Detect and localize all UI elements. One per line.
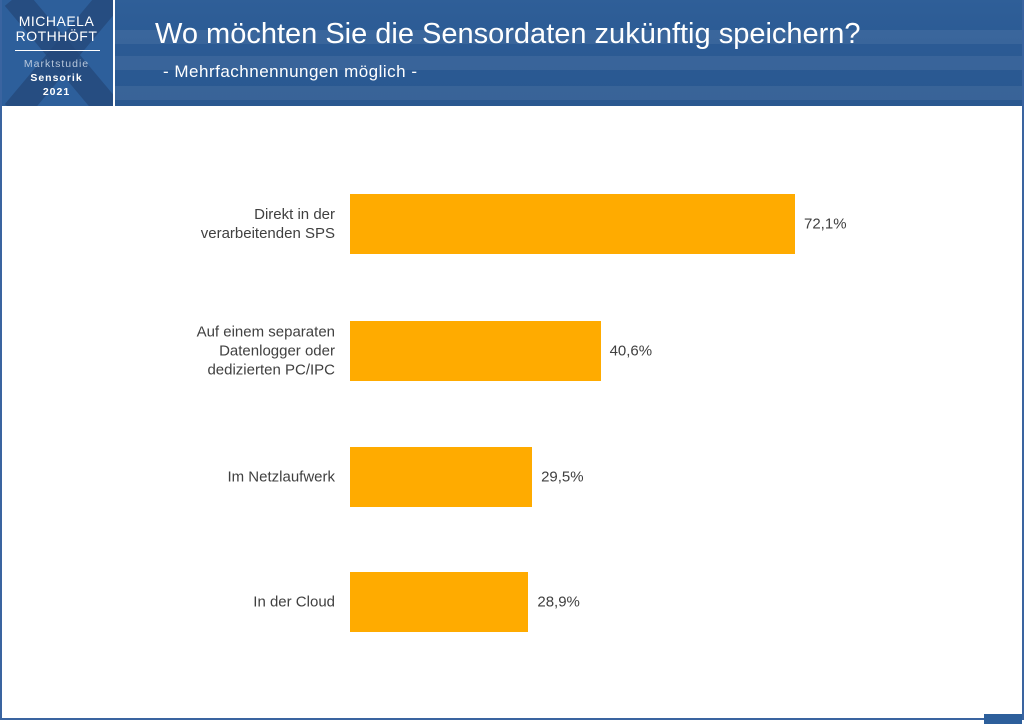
logo-topic: Sensorik: [30, 72, 83, 84]
data-label: 29,5%: [541, 468, 584, 486]
category-label: Direkt in der verarbeitenden SPS: [201, 205, 335, 243]
logo-year: 2021: [42, 86, 71, 98]
category-label: Im Netzlaufwerk: [227, 468, 335, 487]
page-title: Wo möchten Sie die Sensordaten zukünftig…: [155, 18, 861, 50]
bar: [350, 572, 529, 632]
bar: [350, 447, 533, 507]
data-label: 40,6%: [609, 342, 653, 360]
header-band: [115, 56, 1024, 70]
header-band: [115, 86, 1024, 100]
divider: [113, 0, 115, 106]
header-band: [115, 30, 1024, 44]
bar: [350, 194, 795, 254]
category-label-line: Datenlogger oder: [219, 342, 335, 360]
category-label: Auf einem separaten Datenlogger oder dediz…: [197, 323, 335, 380]
category-label-line: In der Cloud: [253, 593, 335, 611]
logo-name-2: ROTHHÖFT: [15, 28, 98, 44]
logo: MICHAELA ROTHHÖFT Marktstudie Sensorik 20…: [0, 0, 113, 106]
category-label-line: Auf einem separaten: [196, 323, 335, 341]
logo-study: Marktstudie: [23, 58, 90, 70]
data-label: 72,1%: [804, 215, 847, 233]
page-subtitle: - Mehrfachnennungen möglich -: [163, 62, 418, 81]
bar: [350, 321, 601, 381]
corner-decoration: [984, 714, 1022, 724]
category-label: In der Cloud: [253, 593, 335, 612]
category-label-line: Im Netzlaufwerk: [227, 468, 335, 486]
category-label-line: dedizierten PC/IPC: [207, 361, 335, 379]
category-label-line: Direkt in der: [254, 206, 335, 223]
header: [0, 0, 1024, 106]
data-label: 28,9%: [537, 593, 580, 611]
category-label-line: verarbeitenden SPS: [200, 225, 335, 242]
logo-name-1: MICHAELA: [18, 13, 95, 29]
